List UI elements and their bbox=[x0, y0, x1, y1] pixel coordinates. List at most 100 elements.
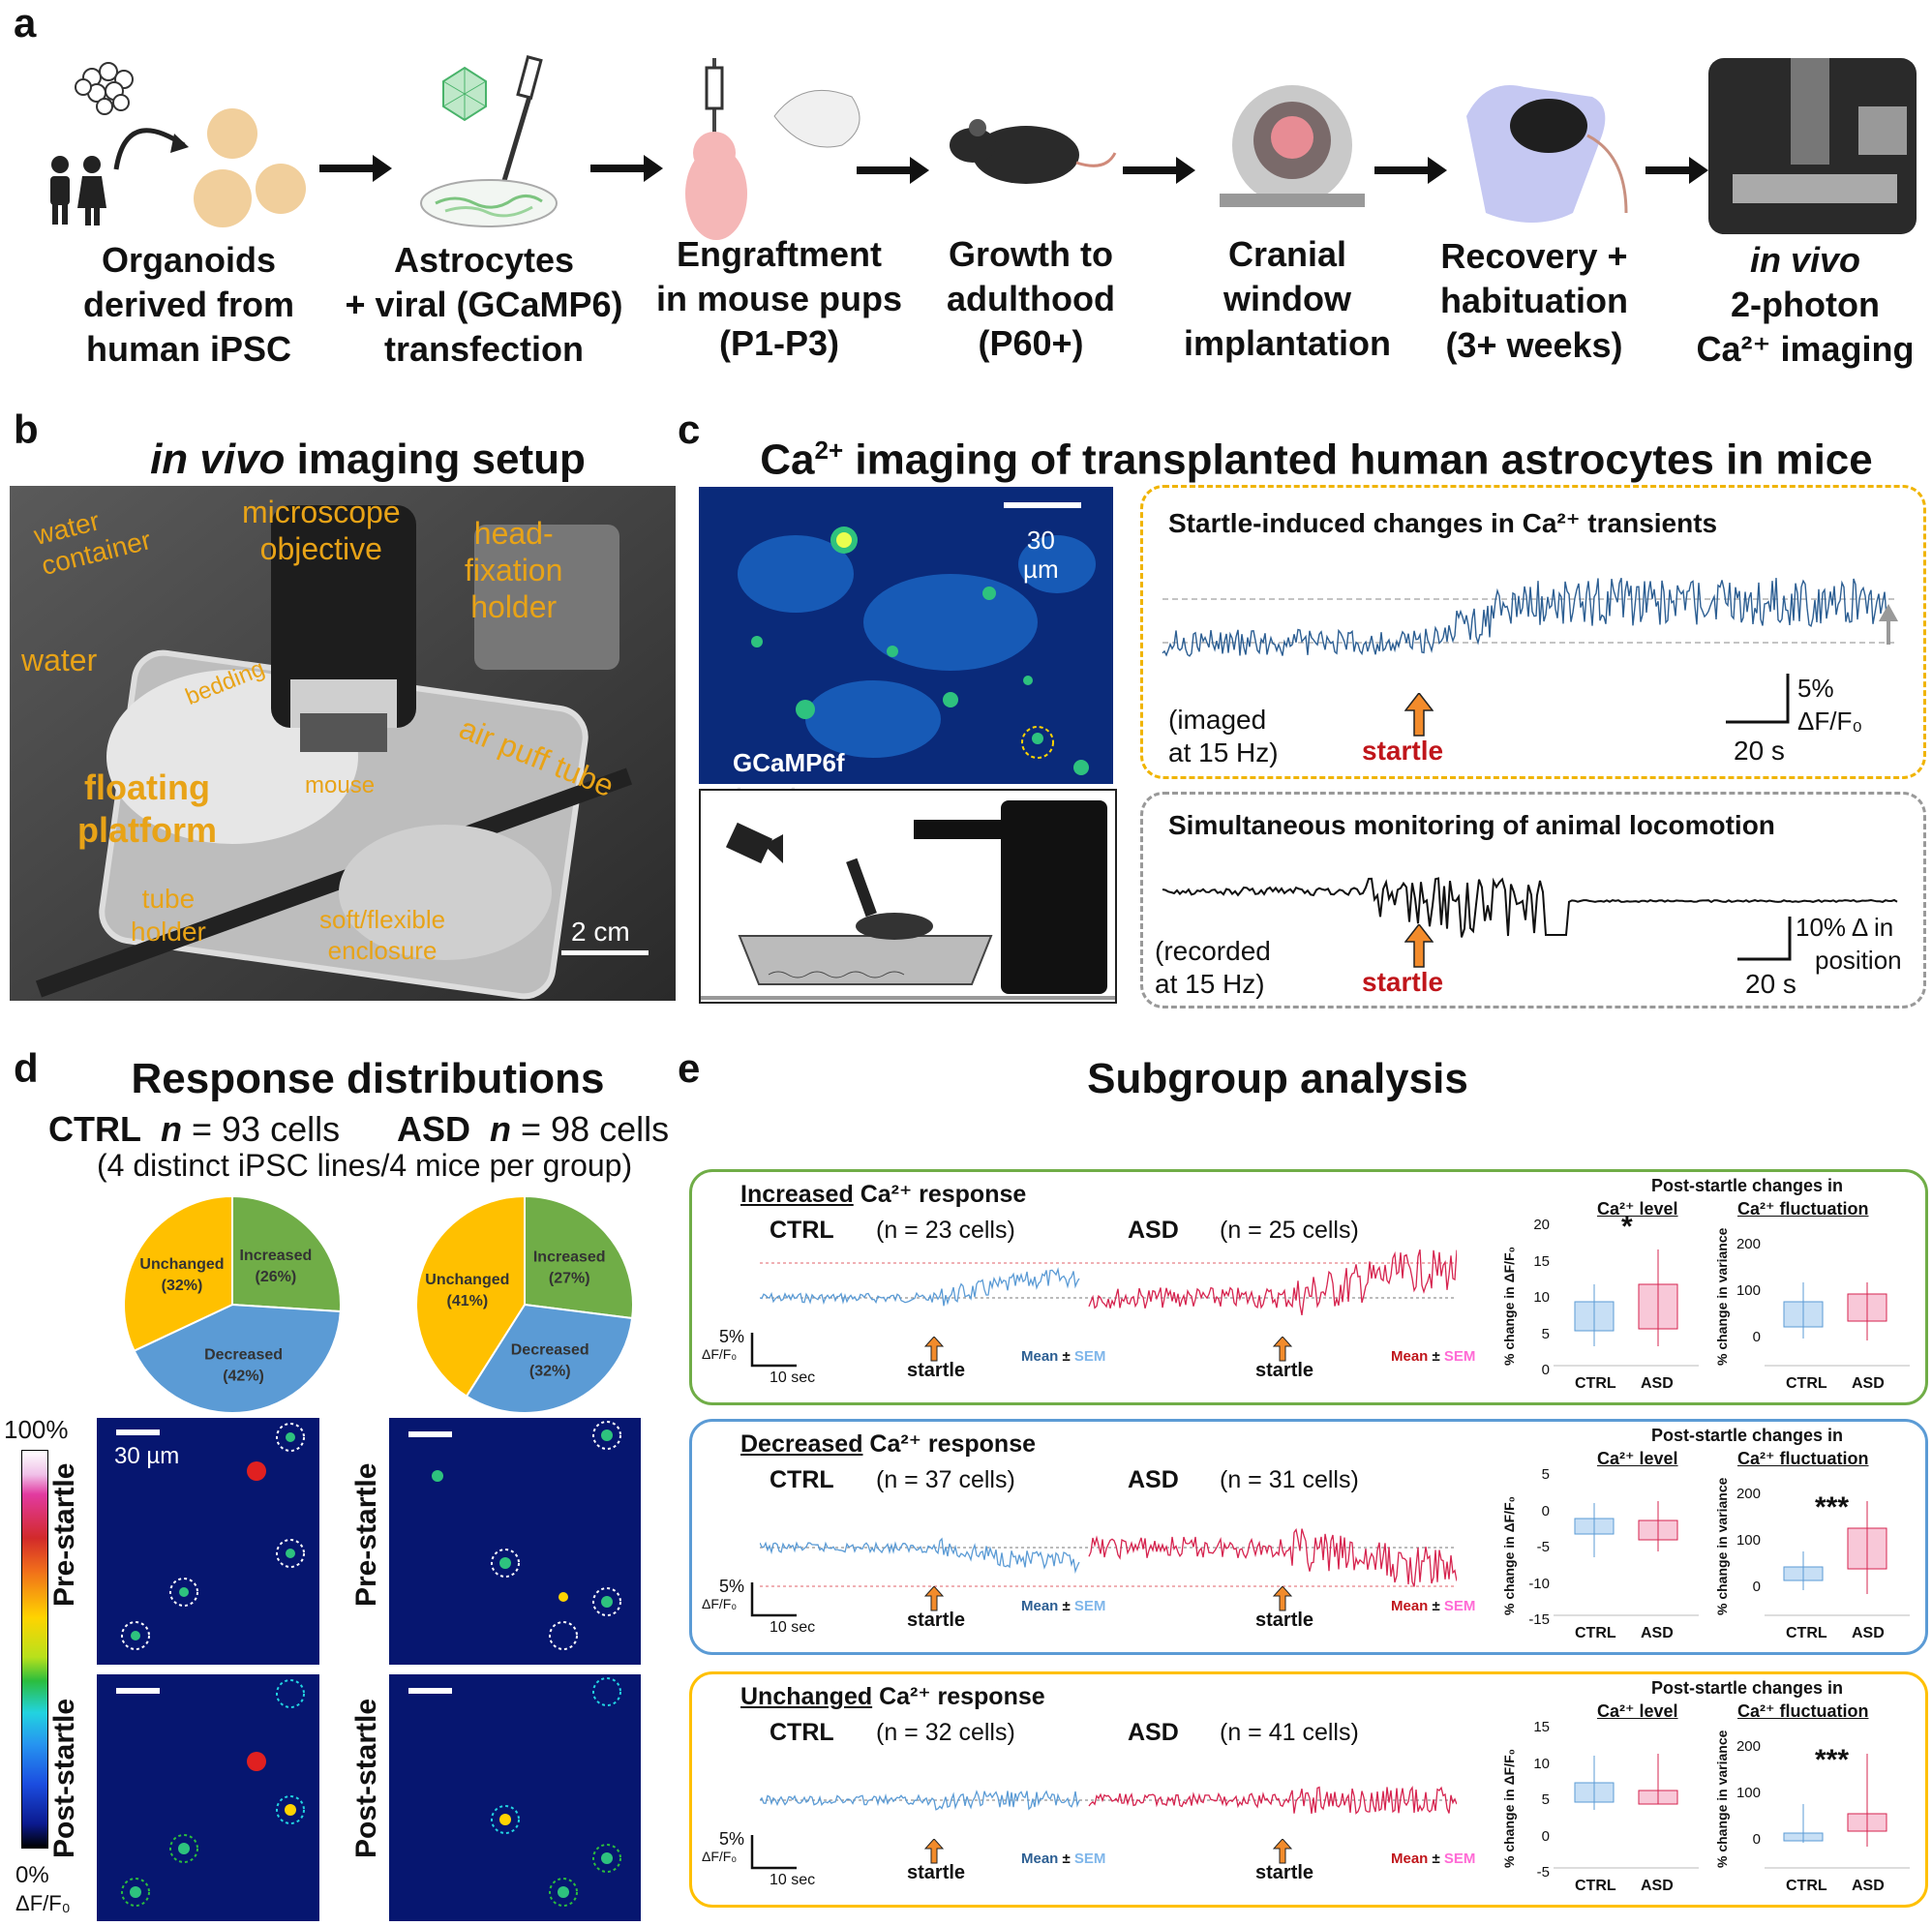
gcamp-indicator-label: GCaMP6f bbox=[733, 748, 845, 777]
fluct-tick: 100 bbox=[1736, 1785, 1761, 1801]
pie-label: Decreased bbox=[204, 1347, 283, 1364]
scale-y: 5% bbox=[719, 1577, 745, 1596]
level-significance: * bbox=[1621, 1211, 1633, 1243]
label-head-fixation: head- fixation holder bbox=[465, 516, 563, 624]
subgroup-box-decreased: Decreased Ca²⁺ response CTRL (n = 37 cel… bbox=[689, 1419, 1928, 1655]
level-ticks: 15 10 5 0 -5 bbox=[1523, 1719, 1550, 1881]
asd-mean-sem-legend: Mean ± SEM bbox=[1391, 1851, 1476, 1867]
startle-arrow-icon bbox=[1273, 1839, 1292, 1864]
cranial-window-icon bbox=[1220, 85, 1365, 207]
startle-label-2: startle bbox=[1362, 967, 1444, 997]
fluct-boxplot bbox=[1765, 1282, 1910, 1367]
level-tick: 10 bbox=[1533, 1755, 1550, 1772]
workflow-icons bbox=[50, 55, 1917, 240]
ctrl-label: CTRL bbox=[770, 1466, 834, 1493]
trace1-scale-y-unit: ΔF/F₀ bbox=[1797, 707, 1863, 736]
heatmap-asd-pre bbox=[389, 1418, 641, 1665]
heatmap-ctrl-pre-art bbox=[116, 1423, 305, 1650]
level-tick: -10 bbox=[1528, 1575, 1550, 1592]
level-y-label: % change in ΔF/F₀ bbox=[1501, 1496, 1517, 1615]
pie-label: Unchanged bbox=[425, 1272, 509, 1288]
level-tick: 0 bbox=[1541, 1502, 1550, 1520]
subgroups-title: Subgroup analysis bbox=[1087, 1055, 1468, 1102]
fluct-tick: 200 bbox=[1736, 1738, 1761, 1755]
subgroup-trace-plot bbox=[760, 1785, 1457, 1815]
trace2-scale-y: 10% Δ in bbox=[1796, 913, 1894, 942]
setup-photo-art bbox=[10, 486, 676, 1001]
startle-trace-title: Startle-induced changes in Ca²⁺ transien… bbox=[1168, 508, 1718, 538]
level-tick: 0 bbox=[1541, 1827, 1550, 1845]
scale-y-unit: ΔF/F₀ bbox=[702, 1346, 738, 1362]
level-y-label: % change in ΔF/F₀ bbox=[1501, 1749, 1517, 1868]
fluct-ticks: 200 100 0 bbox=[1726, 1224, 1765, 1369]
level-tick: 5 bbox=[1541, 1791, 1550, 1808]
gcamp-image-art bbox=[699, 487, 1113, 784]
pie-ctrl: Increased (26%) Decreased (42%) Unchanged (32… bbox=[123, 1194, 342, 1414]
asd-n: (n = 25 cells) bbox=[1220, 1217, 1359, 1244]
startle-label-ctrl: startle bbox=[907, 1862, 966, 1883]
label-floating-platform: floating platform bbox=[77, 767, 217, 850]
fluct-ticks: 200 100 0 bbox=[1726, 1474, 1765, 1619]
startle-trace-plot bbox=[1162, 577, 1898, 657]
fluct-tick: 0 bbox=[1752, 1831, 1761, 1848]
step-cranial-window: Cranial window implantation bbox=[1184, 234, 1391, 363]
level-x-asd: ASD bbox=[1641, 1375, 1674, 1392]
asd-label: ASD bbox=[1128, 1466, 1179, 1493]
trace2-scale-x: 20 s bbox=[1745, 969, 1796, 999]
startle-label-asd: startle bbox=[1255, 1862, 1314, 1883]
startle-arrow-icon bbox=[924, 1586, 944, 1611]
subgroup-scale-bar bbox=[750, 1835, 797, 1870]
fluct-boxplot bbox=[1765, 1501, 1910, 1616]
post-startle-label-ctrl: Post-startle bbox=[48, 1698, 80, 1858]
startle-label-1: startle bbox=[1362, 736, 1444, 766]
pie-asd: Increased (27%) Decreased (32%) Unchanged (41… bbox=[415, 1194, 634, 1414]
subgroup-heading: Unchanged Ca²⁺ response bbox=[740, 1683, 1045, 1710]
fluct-tick: 100 bbox=[1736, 1282, 1761, 1299]
heatmap-asd-pre-art bbox=[408, 1421, 621, 1650]
gcamp-scale-label: 30 µm bbox=[1023, 526, 1059, 584]
ctrl-n: (n = 37 cells) bbox=[876, 1466, 1015, 1493]
culture-dish-icon bbox=[420, 55, 558, 227]
subgroup-heading: Decreased Ca²⁺ response bbox=[740, 1430, 1037, 1458]
fluct-tick: 200 bbox=[1736, 1236, 1761, 1252]
startle-label-asd: startle bbox=[1255, 1360, 1314, 1381]
subgroup-trace-plot bbox=[760, 1249, 1457, 1316]
heatmap-ctrl-post-art bbox=[116, 1679, 305, 1907]
level-boxplot bbox=[1554, 1501, 1699, 1616]
label-tube-holder: tube holder bbox=[131, 884, 206, 947]
startle-arrow-icon bbox=[1273, 1337, 1292, 1362]
fluct-tick: 0 bbox=[1752, 1579, 1761, 1595]
level-tick: 5 bbox=[1541, 1325, 1550, 1342]
distributions-title: Response distributions bbox=[131, 1055, 605, 1102]
panel-label-e: e bbox=[678, 1045, 701, 1091]
level-x-ctrl: CTRL bbox=[1575, 1375, 1616, 1392]
level-title: Ca²⁺ level bbox=[1597, 1199, 1678, 1219]
step-organoids: Organoids derived from human iPSC bbox=[82, 240, 295, 369]
heatmap-scale-label: 30 µm bbox=[114, 1443, 180, 1469]
level-title: Ca²⁺ level bbox=[1597, 1449, 1678, 1468]
pie-slice-unchanged bbox=[123, 1194, 233, 1353]
workflow-arrows bbox=[319, 155, 1708, 184]
post-startle-title: Post-startle changes in bbox=[1650, 1678, 1844, 1698]
startle-trace-note-1: (imaged bbox=[1168, 705, 1267, 735]
trace1-scale-bar bbox=[1726, 674, 1790, 724]
pie-pct: (41%) bbox=[447, 1293, 489, 1309]
level-x-asd: ASD bbox=[1641, 1625, 1674, 1641]
level-tick: 0 bbox=[1541, 1362, 1550, 1378]
heatmap-ctrl-pre: 30 µm bbox=[97, 1418, 319, 1665]
startle-arrow-icon bbox=[1273, 1586, 1292, 1611]
setup-scale-bar-label: 2 cm bbox=[571, 917, 630, 947]
fluct-significance: *** bbox=[1815, 1744, 1850, 1776]
startle-arrow-icon-2 bbox=[1404, 924, 1434, 968]
level-tick: -5 bbox=[1536, 1539, 1550, 1555]
asd-label: ASD bbox=[1128, 1217, 1179, 1244]
setup-photo: water container microscope objective hea… bbox=[10, 486, 676, 1001]
pie-slice-increased bbox=[524, 1194, 634, 1320]
level-tick: 5 bbox=[1541, 1466, 1550, 1483]
pie-label: Increased bbox=[533, 1249, 606, 1265]
organoids-icon bbox=[50, 62, 306, 227]
scale-x: 10 sec bbox=[770, 1872, 816, 1888]
fluct-x-ctrl: CTRL bbox=[1786, 1878, 1827, 1894]
level-title: Ca²⁺ level bbox=[1597, 1701, 1678, 1721]
asd-mean-sem-legend: Mean ± SEM bbox=[1391, 1348, 1476, 1365]
